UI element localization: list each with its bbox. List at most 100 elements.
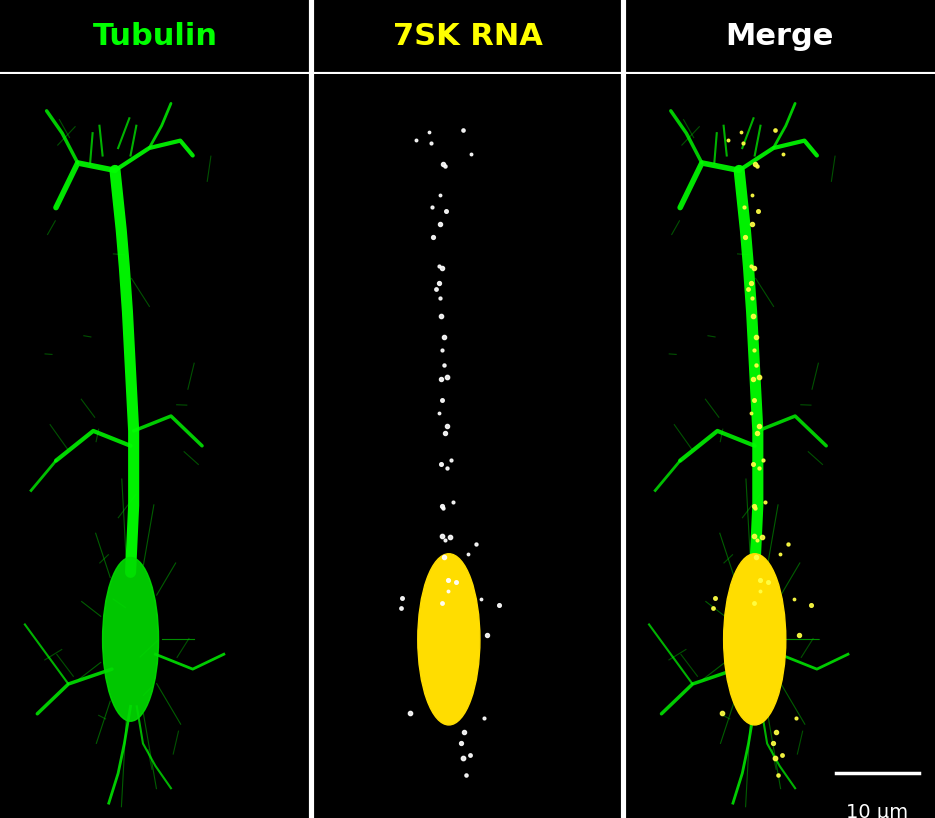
Point (468, 537, 483, 551)
Point (752, 420, 767, 433)
Point (395, 591, 410, 605)
Point (736, 200, 751, 213)
Point (431, 259, 446, 272)
Point (434, 309, 449, 322)
Point (439, 371, 454, 384)
Point (760, 576, 775, 589)
Point (744, 276, 759, 290)
Point (403, 706, 418, 719)
Point (767, 752, 782, 765)
Point (769, 726, 784, 739)
Ellipse shape (103, 558, 159, 721)
Point (744, 189, 759, 202)
Point (746, 344, 761, 357)
Point (438, 534, 453, 547)
Point (788, 712, 803, 725)
Point (456, 726, 471, 739)
Point (804, 598, 819, 611)
Point (434, 372, 449, 385)
Point (749, 551, 764, 564)
Point (440, 573, 455, 587)
Point (774, 748, 789, 761)
Point (444, 454, 459, 467)
Point (440, 585, 455, 598)
Point (707, 591, 722, 605)
Point (750, 160, 765, 173)
Point (748, 502, 763, 515)
Point (463, 748, 478, 761)
Point (757, 496, 772, 509)
Point (442, 531, 457, 544)
Point (423, 137, 438, 150)
Point (438, 160, 453, 173)
Point (432, 407, 447, 420)
Point (738, 231, 753, 244)
Point (436, 502, 451, 515)
Point (747, 597, 762, 610)
Point (745, 309, 760, 322)
Point (781, 537, 796, 551)
Point (432, 276, 447, 290)
Point (753, 573, 768, 587)
Point (439, 420, 454, 433)
Point (438, 427, 453, 440)
Point (755, 454, 770, 467)
Point (752, 371, 767, 384)
Point (435, 261, 450, 274)
Point (791, 628, 806, 641)
Point (746, 393, 761, 407)
Point (432, 218, 447, 231)
Point (434, 457, 449, 470)
Point (747, 530, 762, 543)
Point (741, 282, 755, 295)
Point (480, 628, 495, 641)
Point (744, 218, 759, 231)
Point (428, 282, 443, 295)
Text: 7SK RNA: 7SK RNA (393, 22, 542, 52)
Text: Merge: Merge (726, 22, 834, 52)
Text: 10 μm: 10 μm (846, 803, 909, 818)
Point (750, 534, 765, 547)
Point (434, 499, 449, 512)
Point (461, 547, 476, 560)
Point (744, 292, 759, 305)
Point (463, 147, 478, 160)
Point (435, 530, 450, 543)
Point (746, 499, 761, 512)
Point (768, 124, 783, 137)
Point (453, 736, 468, 749)
Point (433, 292, 448, 305)
Point (748, 358, 763, 371)
Point (747, 261, 762, 274)
Point (422, 125, 437, 138)
Point (455, 124, 470, 137)
Ellipse shape (724, 554, 785, 725)
Point (409, 133, 424, 146)
Point (749, 330, 764, 344)
Point (735, 137, 750, 150)
Point (706, 601, 721, 614)
Point (772, 547, 787, 560)
Point (445, 496, 460, 509)
Point (424, 200, 439, 213)
Point (394, 601, 409, 614)
Point (745, 457, 760, 470)
Point (437, 330, 452, 344)
Point (434, 344, 449, 357)
Point (786, 593, 801, 606)
Point (474, 593, 489, 606)
Point (751, 204, 766, 218)
Point (748, 157, 763, 170)
Point (436, 157, 451, 170)
Point (770, 768, 785, 781)
Point (439, 461, 454, 474)
Point (755, 531, 770, 544)
Point (750, 427, 765, 440)
Point (752, 585, 767, 598)
Point (765, 736, 780, 749)
Point (775, 147, 790, 160)
Point (746, 372, 761, 385)
Point (458, 768, 473, 781)
Point (734, 125, 749, 138)
Point (425, 231, 440, 244)
